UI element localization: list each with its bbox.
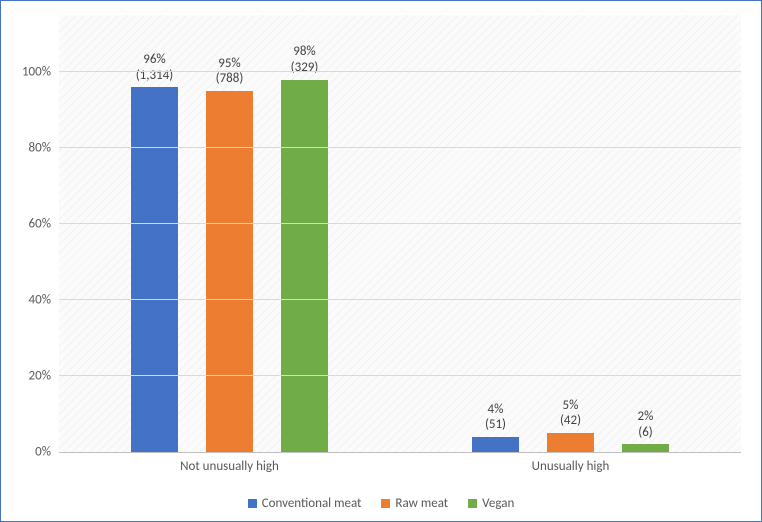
gridline bbox=[59, 299, 741, 300]
y-tick-label: 40% bbox=[29, 293, 59, 308]
bars-layer: 96%(1,314) 95%(788) 98%(329) 4%(51) 5%(42) 2%… bbox=[59, 15, 741, 452]
legend-item: Raw meat bbox=[381, 496, 448, 511]
gridline bbox=[59, 71, 741, 72]
legend: Conventional meat Raw meat Vegan bbox=[1, 496, 761, 511]
chart-frame: 96%(1,314) 95%(788) 98%(329) 4%(51) 5%(42) 2%… bbox=[0, 0, 762, 522]
legend-swatch bbox=[248, 499, 257, 508]
bar-data-label: 4%(51) bbox=[485, 402, 506, 437]
gridline bbox=[59, 375, 741, 376]
bar: 5%(42) bbox=[547, 433, 595, 452]
gridline bbox=[59, 223, 741, 224]
bar-pct-label: 95% bbox=[216, 56, 244, 72]
plot-wrap: 96%(1,314) 95%(788) 98%(329) 4%(51) 5%(42) 2%… bbox=[59, 15, 741, 453]
legend-item: Conventional meat bbox=[248, 496, 362, 511]
bar-data-label: 98%(329) bbox=[291, 44, 319, 79]
y-tick-label: 60% bbox=[29, 217, 59, 232]
bar: 4%(51) bbox=[472, 437, 520, 452]
bar-data-label: 2%(6) bbox=[638, 409, 654, 444]
x-axis-labels: Not unusually high Unusually high bbox=[59, 459, 741, 479]
bar-n-label: (42) bbox=[560, 413, 581, 429]
y-tick-label: 20% bbox=[29, 369, 59, 384]
bar: 95%(788) bbox=[206, 91, 254, 452]
x-category-label: Unusually high bbox=[532, 459, 610, 474]
y-tick-label: 100% bbox=[22, 65, 59, 80]
bar-data-label: 5%(42) bbox=[560, 398, 581, 433]
bar-pct-label: 96% bbox=[136, 52, 173, 68]
bar-pct-label: 98% bbox=[291, 44, 319, 60]
gridline bbox=[59, 147, 741, 148]
bar-n-label: (788) bbox=[216, 71, 244, 87]
bar-pct-label: 2% bbox=[638, 409, 654, 425]
y-tick-label: 0% bbox=[35, 445, 59, 460]
bar-data-label: 96%(1,314) bbox=[136, 52, 173, 87]
legend-label: Conventional meat bbox=[262, 496, 362, 511]
bar-n-label: (51) bbox=[485, 417, 506, 433]
legend-item: Vegan bbox=[468, 496, 514, 511]
legend-swatch bbox=[381, 499, 390, 508]
bar-pct-label: 5% bbox=[560, 398, 581, 414]
legend-label: Raw meat bbox=[395, 496, 448, 511]
y-tick-label: 80% bbox=[29, 141, 59, 156]
bar-n-label: (6) bbox=[638, 425, 654, 441]
bar-n-label: (1,314) bbox=[136, 68, 173, 84]
bar: 96%(1,314) bbox=[131, 87, 179, 452]
legend-label: Vegan bbox=[482, 496, 514, 511]
legend-swatch bbox=[468, 499, 477, 508]
bar-pct-label: 4% bbox=[485, 402, 506, 418]
x-category-label: Not unusually high bbox=[180, 459, 279, 474]
bar: 2%(6) bbox=[622, 444, 670, 452]
bar-n-label: (329) bbox=[291, 60, 319, 76]
bar: 98%(329) bbox=[281, 80, 329, 452]
bar-data-label: 95%(788) bbox=[216, 56, 244, 91]
plot-area: 96%(1,314) 95%(788) 98%(329) 4%(51) 5%(42) 2%… bbox=[59, 15, 741, 453]
